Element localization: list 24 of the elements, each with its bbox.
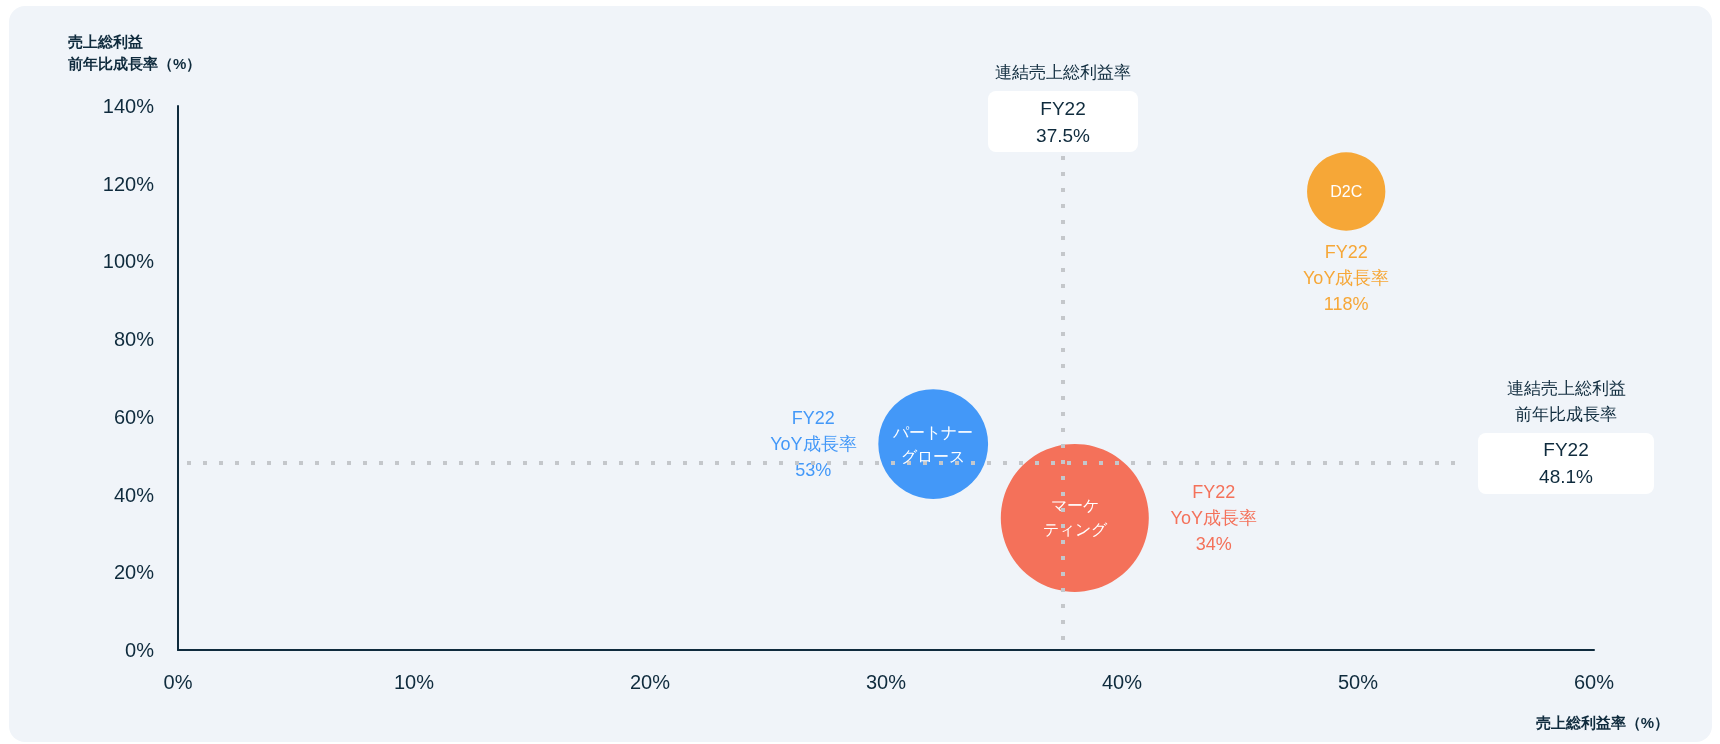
y-tick-label: 80% [113,328,155,351]
x-tick-label: 20% [629,671,671,693]
y-tick-label: 0% [125,639,155,661]
y-tick-label: 140% [102,95,155,117]
callout-box: FY22 37.5% [988,91,1138,152]
y-tick-label: 100% [102,250,155,273]
data-label: FY22 YoY成長率 34% [1170,481,1257,554]
y-tick-label: 40% [113,483,155,506]
x-axis-title: 売上総利益率（%） [1535,713,1669,731]
x-tick-label: 40% [1101,671,1143,693]
y-axis-title: 売上総利益前年比成長率（%） [67,32,202,72]
x-tick-label: 30% [865,671,907,693]
x-tick-label: 60% [1573,671,1615,693]
series-label: マーケティング [1042,497,1108,539]
data-label: FY22 YoY成長率 118% [1303,241,1390,314]
series-label: D2C [1330,182,1363,200]
series-label: パートナーグロース [892,423,974,465]
y-tick-label: 20% [113,561,155,584]
x-tick-label: 10% [393,671,435,693]
x-tick-label: 0% [163,671,193,693]
callout-box: FY22 48.1% [1478,432,1654,494]
y-tick-label: 120% [102,172,155,195]
x-tick-label: 50% [1337,671,1379,693]
y-tick-label: 60% [113,405,155,428]
